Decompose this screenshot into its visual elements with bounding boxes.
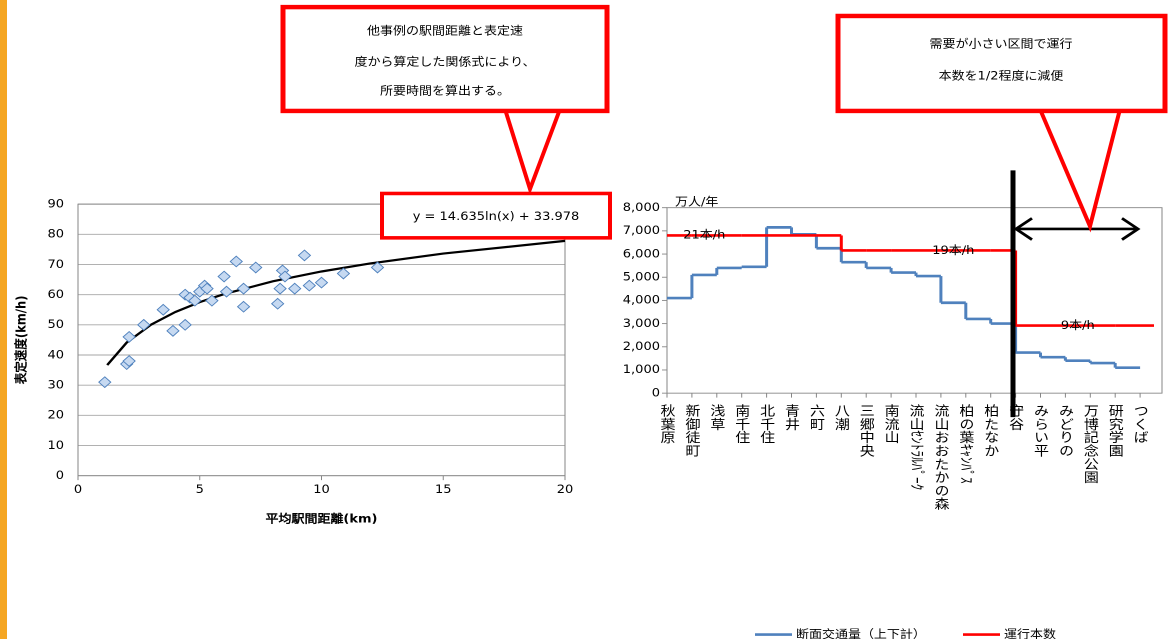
- callout-box: [835, 13, 1168, 114]
- y-tick-label: 4,000: [623, 293, 660, 306]
- data-point: [178, 318, 192, 331]
- y-tick-label: 40: [47, 348, 64, 361]
- equation: y = 14.635ln(x) + 33.978: [413, 210, 580, 223]
- data-point: [219, 285, 234, 298]
- data-point: [336, 267, 351, 280]
- data-point: [200, 282, 214, 295]
- data-point: [188, 294, 202, 307]
- callout-text: 需要が小さい区間で運行: [930, 36, 1073, 50]
- x-tick-label: 柏たなか: [982, 404, 999, 458]
- data-point: [236, 282, 251, 295]
- y-tick-label: 5,000: [623, 270, 660, 283]
- callout-text: 他事例の駅間距離と表定速: [367, 23, 523, 37]
- data-point: [166, 324, 180, 337]
- y-axis-label: 表定速度(km/h): [13, 296, 29, 386]
- legend-label: 運行本数: [1004, 627, 1056, 639]
- plot-border: [77, 203, 566, 477]
- x-tick-label: 南千住: [733, 404, 750, 444]
- y-tick-label: 2,000: [623, 340, 660, 353]
- arrow-head: [1013, 217, 1033, 241]
- data-point: [156, 303, 170, 316]
- y-tick-label: 60: [47, 288, 64, 301]
- x-tick-label: 万博記念公園: [1082, 404, 1099, 484]
- y-tick-label: 8,000: [623, 201, 660, 214]
- y-tick-label: 3,000: [623, 317, 660, 330]
- y-tick-label: 80: [47, 227, 64, 240]
- callout-pointer: [1037, 107, 1123, 233]
- x-tick-label: 10: [313, 483, 330, 496]
- y-tick-label: 70: [47, 257, 64, 270]
- x-tick-label: 5: [196, 483, 204, 496]
- data-point: [205, 294, 219, 307]
- y-tick-label: 50: [47, 318, 64, 331]
- unit-label: 万人/年: [675, 195, 718, 208]
- data-point: [236, 300, 251, 313]
- y-tick-label: 10: [47, 438, 64, 451]
- callout-pointer: [502, 107, 563, 196]
- x-tick-label: 守谷: [1007, 404, 1024, 431]
- x-tick-label: 北千住: [758, 404, 775, 444]
- data-point: [229, 255, 243, 268]
- data-point: [288, 282, 302, 295]
- y-tick-label: 20: [47, 408, 64, 421]
- y-tick-label: 90: [47, 197, 64, 210]
- data-label: 19本/h: [932, 243, 974, 256]
- callout-box: [280, 4, 610, 114]
- x-tick-label: 浅草: [708, 404, 725, 431]
- y-tick-label: 0: [56, 469, 64, 482]
- data-point: [270, 297, 285, 310]
- data-point: [278, 270, 292, 283]
- x-tick-label: みらい平: [1032, 404, 1049, 458]
- x-tick-label: 流山おおたかの森: [932, 404, 949, 511]
- arrow-head: [1121, 217, 1141, 241]
- equation-box: [380, 191, 612, 240]
- side-strip: [0, 0, 7, 639]
- data-point: [122, 330, 136, 343]
- x-tick-label: 柏の葉ｷｬﾝﾊﾟｽ: [957, 404, 974, 484]
- data-point: [217, 270, 231, 283]
- data-point: [273, 282, 287, 295]
- x-axis-label: 平均駅間距離(km): [265, 511, 377, 525]
- data-point: [98, 376, 112, 389]
- y-tick-label: 6,000: [623, 247, 660, 260]
- callout-text: 度から算定した関係式により、: [354, 54, 535, 68]
- data-point: [297, 249, 312, 262]
- x-tick-label: 新御徒町: [683, 404, 700, 458]
- data-point: [249, 261, 263, 274]
- x-tick-label: 研究学園: [1107, 404, 1124, 458]
- data-label: 21本/h: [683, 228, 725, 241]
- x-tick-label: みどりの: [1057, 404, 1074, 458]
- x-tick-label: つくば: [1132, 404, 1149, 444]
- x-tick-label: 六町: [808, 404, 825, 431]
- data-point: [370, 261, 385, 274]
- x-tick-label: 20: [557, 483, 574, 496]
- data-point: [122, 355, 136, 367]
- data-label: 9本/h: [1061, 319, 1095, 332]
- x-tick-label: 0: [74, 483, 82, 496]
- x-tick-label: 南流山: [883, 404, 900, 444]
- data-point: [314, 276, 329, 289]
- x-tick-label: 秋葉原: [659, 404, 676, 444]
- callout-text: 所要時間を算出する。: [380, 83, 510, 97]
- x-tick-label: 流山ｾﾝﾄﾗﾙﾊﾟｰｸ: [908, 404, 925, 490]
- trendline: [106, 239, 566, 366]
- y-tick-label: 0: [652, 386, 660, 399]
- x-tick-label: 青井: [783, 404, 800, 432]
- data-point: [302, 279, 317, 292]
- y-tick-label: 1,000: [623, 363, 660, 376]
- y-tick-label: 30: [47, 378, 64, 391]
- x-tick-label: 八潮: [833, 404, 850, 432]
- y-tick-label: 7,000: [623, 224, 660, 237]
- callout-text: 本数を1/2程度に減便: [939, 68, 1064, 82]
- x-tick-label: 三郷中央: [858, 404, 875, 458]
- data-point: [137, 318, 151, 331]
- x-tick-label: 15: [435, 483, 452, 496]
- legend-label: 断面交通量（上下計）: [796, 627, 926, 639]
